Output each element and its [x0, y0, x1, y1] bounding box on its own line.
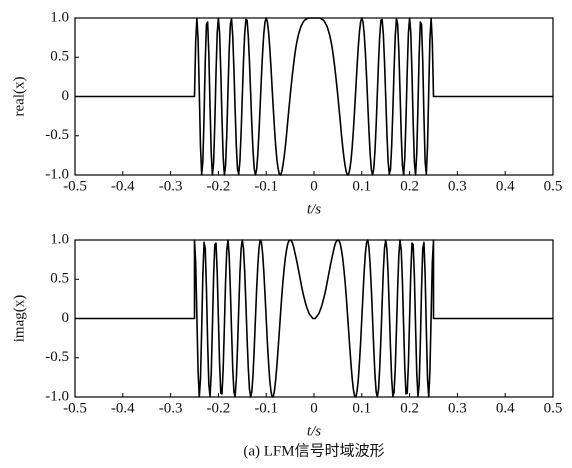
x-tick-label: -0.3: [159, 178, 183, 194]
y-tick-label: -0.5: [45, 127, 69, 143]
x-tick-label: 0.4: [496, 178, 515, 194]
x-tick-label: 0.2: [400, 400, 419, 416]
y-axis-label: imag(x): [11, 295, 27, 342]
x-tick-label: -0.5: [63, 400, 87, 416]
x-tick-label: 0: [310, 178, 318, 194]
x-tick-label: -0.2: [207, 178, 231, 194]
x-tick-label: -0.2: [207, 400, 231, 416]
y-tick-label: 0.5: [50, 271, 69, 287]
x-tick-label: -0.5: [63, 178, 87, 194]
x-axis-label: t/s: [307, 423, 321, 439]
y-tick-label: 0: [62, 88, 70, 104]
x-tick-label: -0.1: [254, 178, 278, 194]
x-tick-label: 0: [310, 400, 318, 416]
y-tick-label: -0.5: [45, 349, 69, 365]
x-tick-label: 0.2: [400, 178, 419, 194]
y-tick-label: -1.0: [45, 388, 69, 404]
y-tick-label: 0: [62, 310, 70, 326]
x-tick-label: 0.5: [544, 400, 563, 416]
x-tick-label: 0.1: [352, 178, 371, 194]
x-tick-label: -0.1: [254, 400, 278, 416]
x-tick-label: 0.1: [352, 400, 371, 416]
plot-frame: [74, 17, 554, 176]
x-tick-label: -0.4: [111, 400, 135, 416]
y-tick-label: 1.0: [50, 9, 69, 25]
y-tick-label: -1.0: [45, 166, 69, 182]
x-tick-label: 0.5: [544, 178, 563, 194]
x-axis-label: t/s: [307, 201, 321, 217]
y-tick-label: 0.5: [50, 49, 69, 65]
signal-line: [75, 17, 553, 176]
caption: (a) LFM信号时域波形: [243, 442, 384, 459]
signal-line: [75, 239, 553, 398]
x-tick-label: 0.3: [448, 178, 467, 194]
y-tick-label: 1.0: [50, 231, 69, 247]
x-tick-label: 0.3: [448, 400, 467, 416]
x-tick-label: -0.4: [111, 178, 135, 194]
x-tick-label: 0.4: [496, 400, 515, 416]
plot-frame: [74, 239, 554, 398]
y-axis-label: real(x): [11, 77, 27, 117]
x-tick-label: -0.3: [159, 400, 183, 416]
